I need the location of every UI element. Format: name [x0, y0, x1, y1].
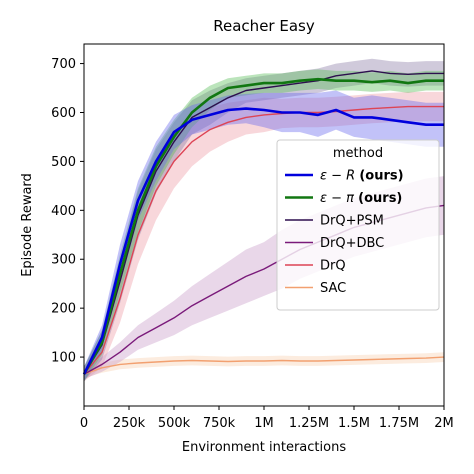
x-tick-label-1: 250k — [113, 416, 146, 431]
series-band-5 — [84, 352, 444, 379]
y-tick-label-4: 500 — [51, 155, 76, 170]
x-tick-label-0: 0 — [80, 416, 88, 431]
axes: 0 250k 500k 750k 1M 1.25M 1.5M 1.75M 2M 100 200 300… — [51, 43, 454, 431]
legend-label-3: DrQ+DBC — [320, 236, 384, 251]
x-tick-label-2: 500k — [158, 416, 191, 431]
x-tick-label-4: 1M — [254, 416, 274, 431]
y-tick-label-3: 400 — [51, 204, 76, 219]
legend-title: method — [333, 146, 383, 161]
legend-label-1: ε − π (ours) — [320, 191, 402, 206]
series-band-1 — [84, 69, 444, 382]
legend-box — [276, 139, 440, 311]
x-tick-label-8: 2M — [434, 416, 454, 431]
legend-label-5: SAC — [320, 281, 346, 296]
series-line-2 — [83, 70, 444, 375]
series-line-4 — [83, 105, 444, 375]
series-line-5 — [83, 356, 445, 375]
x-axis-label: Environment interactions — [182, 440, 346, 455]
series-line-0 — [82, 107, 444, 375]
y-axis-label: Episode Reward — [20, 173, 35, 277]
x-tick-label-7: 1.75M — [379, 416, 419, 431]
y-tick-label-0: 100 — [51, 351, 76, 366]
y-tick-label-6: 700 — [51, 57, 76, 72]
x-tick-label-3: 750k — [203, 416, 236, 431]
y-tick-label-1: 200 — [51, 302, 76, 317]
series-band-0 — [84, 90, 444, 382]
chart-title: Reacher Easy — [213, 17, 315, 35]
x-tick-label-5: 1.25M — [289, 416, 329, 431]
x-tick-label-6: 1.5M — [338, 416, 370, 431]
legend: method ε − R (ours) ε − π (ours) DrQ+PSM DrQ… — [276, 139, 440, 311]
legend-label-0: ε − R (ours) — [320, 169, 404, 184]
legend-label-2: DrQ+PSM — [320, 214, 384, 229]
y-tick-label-5: 600 — [51, 106, 76, 121]
series-band-4 — [84, 91, 444, 382]
series-line-1 — [82, 77, 444, 375]
legend-label-4: DrQ — [320, 259, 346, 274]
y-tick-label-2: 300 — [51, 253, 76, 268]
series-band-2 — [84, 58, 444, 382]
